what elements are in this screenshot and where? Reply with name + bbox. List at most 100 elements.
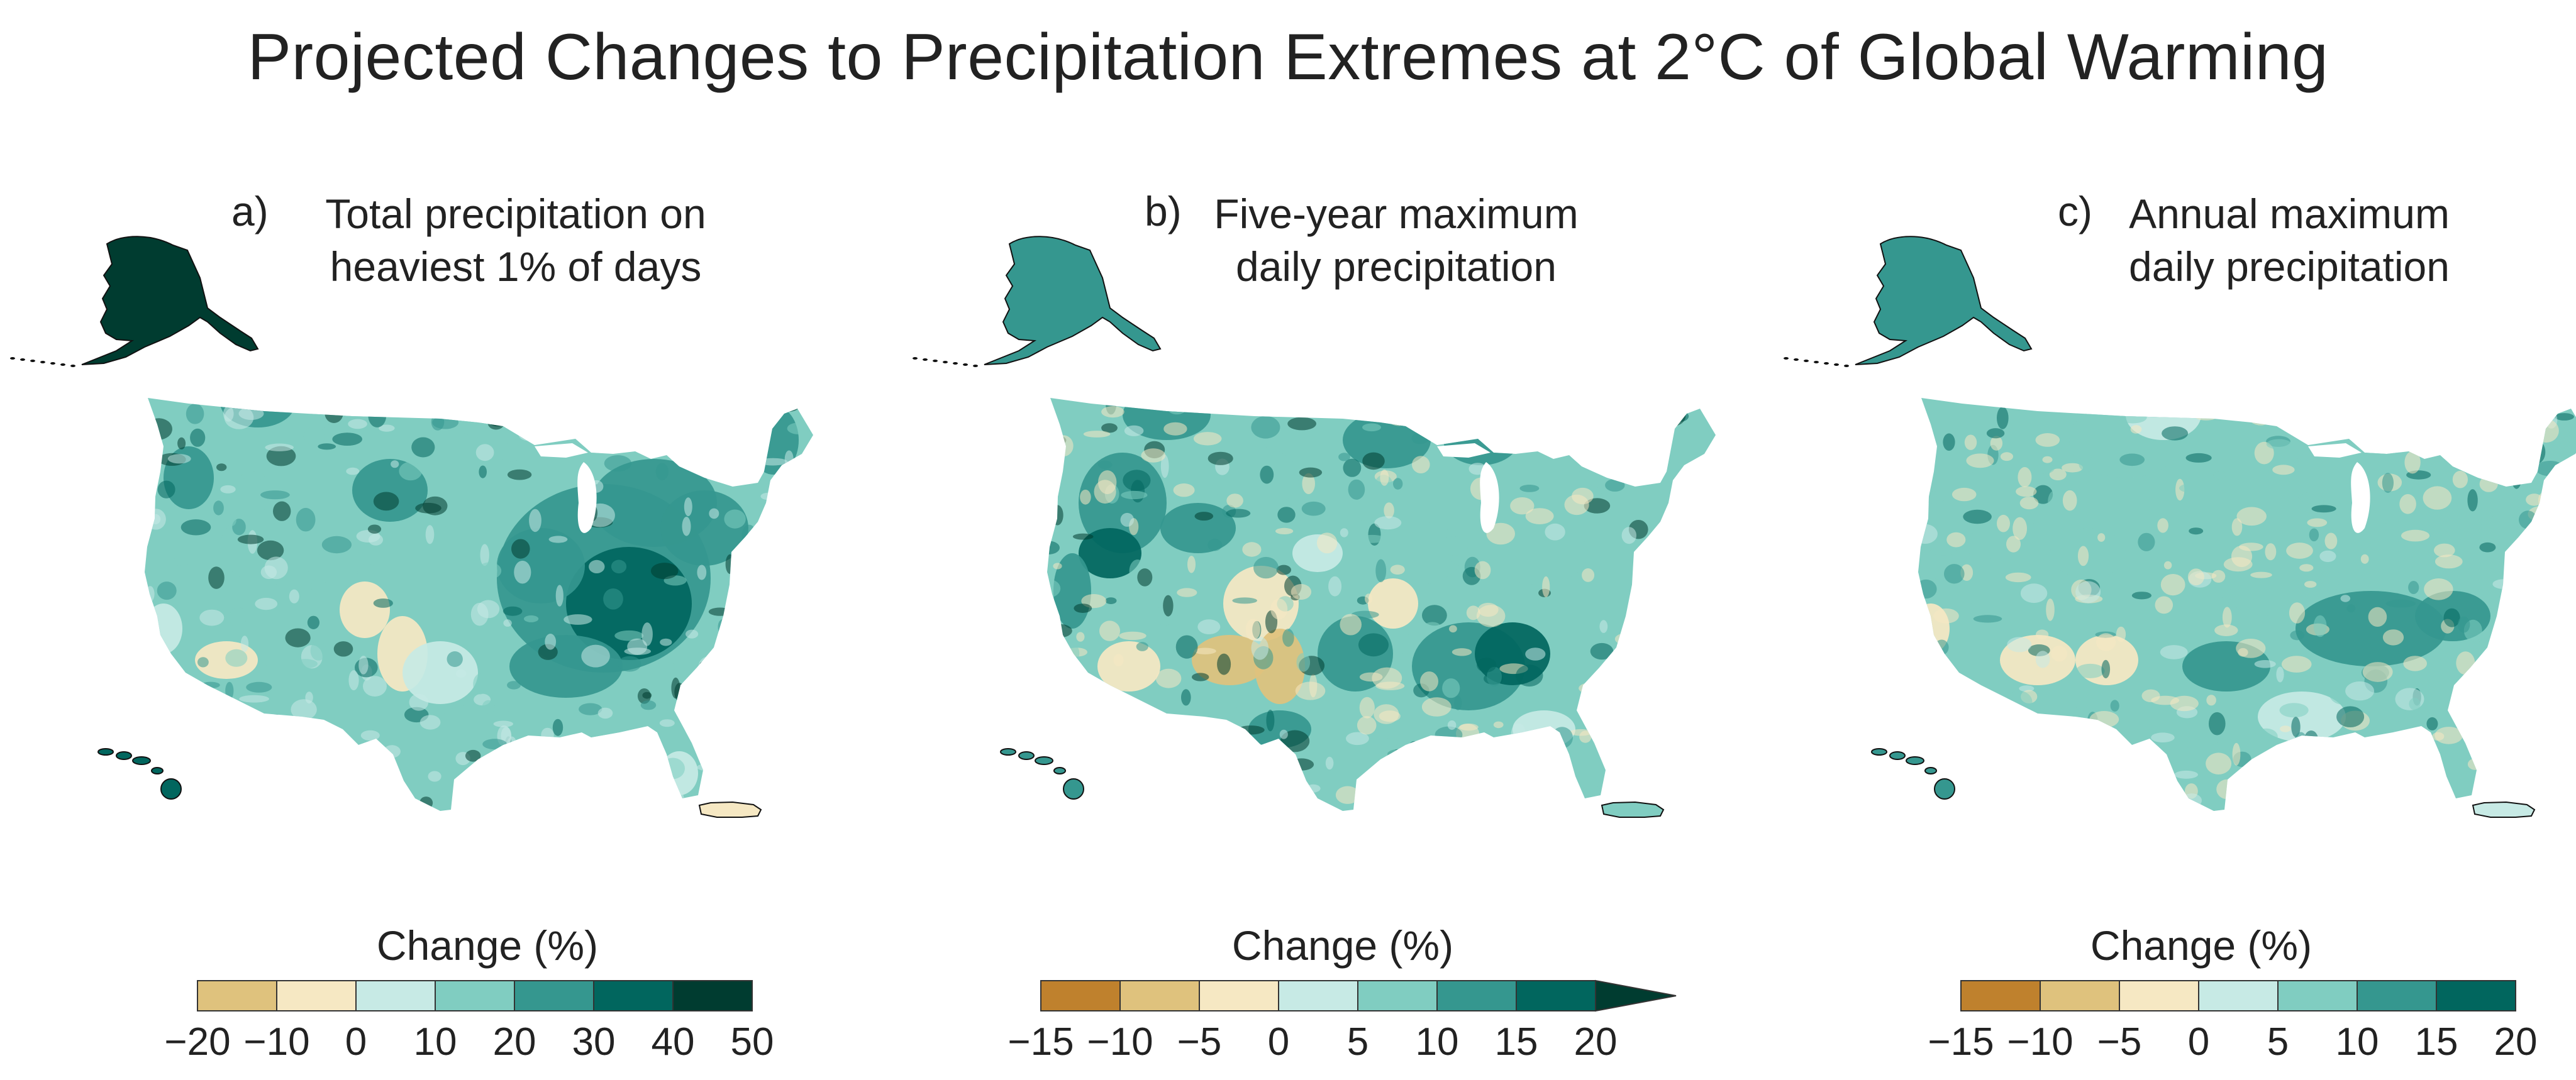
value-speckle: [2000, 452, 2013, 461]
value-speckle: [1260, 465, 1274, 484]
value-speckle: [1918, 579, 1937, 599]
value-speckle: [1242, 767, 1255, 778]
value-speckle: [299, 599, 308, 612]
value-speckle: [597, 398, 611, 415]
value-speckle: [2077, 546, 2089, 566]
value-speckle: [2246, 402, 2275, 426]
value-speckle: [2365, 425, 2390, 439]
value-speckle: [2555, 644, 2576, 667]
value-speckle: [2062, 463, 2084, 473]
value-speckle: [1440, 790, 1458, 811]
value-speckle: [1080, 742, 1099, 763]
value-speckle: [2284, 770, 2308, 787]
puerto-rico-region: [1601, 801, 1665, 818]
value-speckle: [2035, 433, 2060, 447]
value-speckle: [455, 669, 467, 678]
value-speckle: [1192, 673, 1209, 681]
value-speckle: [1275, 527, 1294, 535]
value-speckle: [1687, 607, 1697, 619]
value-speckle: [2539, 585, 2549, 593]
colorbar-segment: [1040, 980, 1121, 1011]
value-speckle: [1537, 429, 1567, 441]
value-speckle: [240, 714, 251, 737]
value-speckle: [756, 534, 779, 546]
value-speckle: [591, 438, 599, 460]
value-speckle: [1357, 716, 1377, 735]
value-speckle: [1964, 434, 1977, 450]
value-speckle: [2012, 517, 2027, 540]
value-speckle: [186, 404, 204, 424]
value-speckle: [480, 544, 489, 566]
value-speckle: [2360, 749, 2380, 756]
value-speckle: [1124, 726, 1138, 737]
value-speckle: [477, 562, 502, 580]
value-speckle: [1123, 470, 1151, 491]
value-speckle: [1641, 720, 1664, 729]
value-patch: [497, 528, 585, 603]
value-speckle: [240, 636, 249, 653]
value-speckle: [1386, 749, 1399, 761]
value-speckle: [2185, 453, 2212, 463]
value-speckle: [1120, 512, 1135, 527]
value-speckle: [321, 536, 352, 554]
hawaii-island: [1889, 751, 1906, 760]
value-speckle: [1420, 671, 1438, 692]
value-speckle: [2304, 730, 2319, 752]
value-speckle: [1160, 455, 1169, 478]
value-speckle: [1683, 663, 1704, 675]
aleutian-island: [60, 363, 65, 366]
value-speckle: [1541, 731, 1562, 744]
value-speckle: [1448, 742, 1470, 754]
value-speckle: [2119, 406, 2133, 414]
value-speckle: [1465, 766, 1492, 788]
value-speckle: [2187, 568, 2204, 586]
value-patch: [2296, 591, 2446, 666]
value-speckle: [1141, 448, 1166, 463]
value-speckle: [2554, 413, 2574, 421]
value-speckle: [2266, 439, 2292, 449]
value-speckle: [1385, 406, 1413, 426]
value-speckle: [2534, 574, 2563, 582]
value-speckle: [794, 680, 807, 695]
hawaii-island: [151, 767, 164, 774]
alaska-region: [984, 236, 1162, 365]
value-speckle: [157, 480, 175, 499]
value-speckle: [725, 554, 735, 575]
value-speckle: [784, 450, 794, 468]
value-speckle: [2421, 776, 2445, 795]
colorbar-title: Change (%): [376, 922, 599, 969]
value-speckle: [2304, 581, 2317, 588]
value-speckle: [1121, 490, 1148, 500]
value-speckle: [1124, 425, 1144, 436]
value-speckle: [2426, 717, 2438, 730]
value-speckle: [746, 543, 769, 551]
value-speckle: [2334, 743, 2364, 760]
value-speckle: [2049, 468, 2067, 481]
colorbar-segment: [672, 980, 753, 1011]
value-speckle: [2434, 554, 2463, 569]
aleutian-island: [20, 358, 25, 361]
colorbar-segment: [2357, 980, 2437, 1011]
value-speckle: [238, 407, 264, 420]
value-speckle: [1217, 653, 1231, 675]
value-speckle: [1196, 784, 1214, 803]
value-speckle: [2452, 470, 2468, 488]
map-group: [1784, 236, 2576, 818]
value-speckle: [1951, 487, 1977, 502]
value-speckle: [244, 724, 274, 744]
hawaii-island: [1035, 756, 1053, 765]
value-speckle: [1447, 720, 1457, 730]
value-speckle: [2569, 781, 2576, 791]
value-speckle: [1343, 458, 1362, 477]
value-speckle: [2567, 651, 2576, 664]
value-speckle: [2231, 518, 2243, 536]
value-speckle: [291, 699, 317, 720]
value-speckle: [1918, 792, 1929, 811]
value-speckle: [1113, 654, 1124, 667]
panel-title: Total precipitation on heaviest 1% of da…: [289, 187, 742, 293]
value-speckle: [1572, 487, 1594, 505]
value-speckle: [1187, 556, 1196, 573]
value-speckle: [1194, 647, 1216, 654]
value-speckle: [2286, 543, 2313, 559]
value-speckle: [301, 737, 325, 748]
